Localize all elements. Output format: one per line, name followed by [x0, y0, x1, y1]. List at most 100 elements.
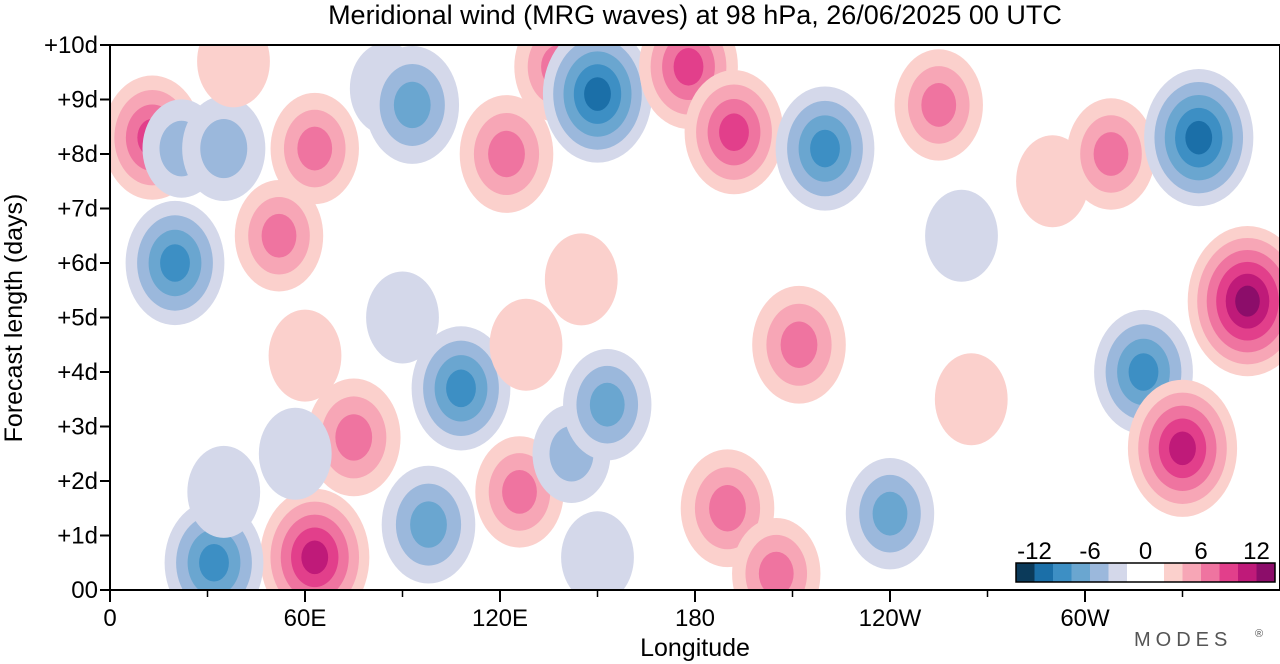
- modes-logo: MODES: [1134, 629, 1232, 651]
- y-tick-label: +4d: [57, 359, 98, 386]
- wind-anomaly: [845, 458, 935, 570]
- contour-band: [810, 129, 840, 168]
- colorbar: -12 -6 0 6 12: [1015, 538, 1276, 583]
- colorbar-label: -6: [1079, 538, 1100, 565]
- contour-band: [589, 382, 625, 427]
- y-tick-label: +9d: [57, 87, 98, 114]
- contour-band: [934, 353, 1008, 446]
- y-tick-label: +7d: [57, 196, 98, 223]
- contour-band: [268, 309, 342, 402]
- contour-band: [199, 543, 229, 582]
- wind-anomaly: [125, 200, 225, 326]
- wind-anomaly: [775, 86, 875, 211]
- contour-band: [261, 213, 297, 258]
- colorbar-swatch: [1201, 563, 1220, 582]
- colorbar-label: 0: [1139, 538, 1152, 565]
- wind-anomaly: [411, 326, 511, 451]
- wind-anomaly: [1066, 98, 1156, 210]
- contour-band: [502, 470, 537, 514]
- wind-anomaly: [561, 511, 634, 590]
- colorbar-swatch: [1016, 563, 1035, 582]
- wind-anomaly: [1127, 379, 1238, 517]
- wind-anomaly: [732, 517, 821, 590]
- wind-anomaly: [459, 95, 554, 213]
- contour-band: [872, 491, 908, 536]
- contour-band: [366, 271, 439, 364]
- colorbar-label: -12: [1017, 538, 1052, 565]
- contour-band: [488, 130, 525, 178]
- contour-band: [197, 45, 270, 108]
- chart-title: Meridional wind (MRG waves) at 98 hPa, 2…: [328, 0, 1062, 30]
- colorbar-swatch: [1238, 563, 1257, 582]
- contour-band: [1185, 120, 1213, 155]
- colorbar-swatch: [1108, 563, 1127, 582]
- contour-band: [925, 189, 998, 282]
- x-tick-label: 120E: [472, 605, 528, 632]
- wind-anomaly: [270, 92, 359, 205]
- wind-anomaly: [260, 488, 370, 590]
- contour-band: [561, 511, 634, 590]
- contour-band: [200, 118, 248, 179]
- colorbar-swatch: [1034, 563, 1053, 582]
- contour-band: [489, 298, 563, 391]
- y-tick-label: +6d: [57, 250, 98, 277]
- colorbar-swatch: [1256, 563, 1275, 582]
- contour-band: [709, 485, 746, 532]
- wind-anomaly: [182, 96, 266, 201]
- x-tick-label: 180: [675, 605, 715, 632]
- wind-anomaly: [563, 349, 652, 461]
- contour-band: [393, 81, 431, 129]
- x-tick-label: 0: [103, 605, 116, 632]
- colorbar-swatch: [1071, 563, 1090, 582]
- y-axis: 00 +1d +2d +3d +4d +5d +6d +7d +8d +9d +10d: [44, 32, 110, 604]
- contour-band: [1128, 353, 1159, 391]
- y-tick-label: 00: [71, 577, 98, 604]
- contour-band: [410, 501, 447, 548]
- contour-band: [335, 414, 373, 461]
- wind-anomaly: [925, 189, 998, 282]
- wind-anomaly: [684, 70, 784, 195]
- wind-anomaly: [934, 353, 1008, 446]
- contour-band: [673, 48, 704, 86]
- colorbar-swatch: [1182, 563, 1201, 582]
- contour-band: [584, 77, 611, 111]
- wind-anomaly: [187, 445, 261, 538]
- wind-anomaly: [197, 45, 270, 108]
- contour-band: [1169, 431, 1196, 466]
- x-tick-label: 60W: [1060, 605, 1110, 632]
- wind-anomaly: [894, 49, 983, 161]
- contour-band: [258, 407, 332, 500]
- wind-anomaly: [489, 298, 563, 391]
- contour-band: [297, 126, 333, 171]
- x-tick-label: 60E: [284, 605, 327, 632]
- contour-band: [758, 551, 794, 590]
- x-tick-label: 120W: [859, 605, 922, 632]
- colorbar-swatch: [1127, 563, 1164, 582]
- contour-band: [446, 369, 476, 408]
- colorbar-label: 6: [1194, 538, 1207, 565]
- contour-band: [780, 321, 818, 368]
- colorbar-label: 12: [1243, 538, 1270, 565]
- wind-anomaly: [365, 46, 460, 164]
- colorbar-swatch: [1164, 563, 1183, 582]
- wind-anomaly: [258, 407, 332, 500]
- wind-anomaly: [366, 271, 439, 364]
- contour-band: [187, 445, 261, 538]
- contour-band: [544, 233, 618, 326]
- x-axis: 0 60E 120E 180 120W 60W: [103, 590, 1184, 632]
- wind-anomaly: [542, 45, 653, 163]
- y-tick-label: +5d: [57, 305, 98, 332]
- colorbar-frame: [1015, 562, 1276, 583]
- y-tick-label: +8d: [57, 141, 98, 168]
- wind-anomaly: [752, 285, 846, 404]
- colorbar-swatch: [1090, 563, 1109, 582]
- wind-anomaly: [268, 309, 342, 402]
- wind-field: [110, 45, 1280, 590]
- y-tick-label: +1d: [57, 523, 98, 550]
- wind-anomaly: [1187, 226, 1280, 377]
- registered-mark: ®: [1255, 628, 1263, 640]
- contour-band: [301, 540, 329, 575]
- contour-band: [719, 113, 749, 151]
- wind-anomaly: [544, 233, 618, 326]
